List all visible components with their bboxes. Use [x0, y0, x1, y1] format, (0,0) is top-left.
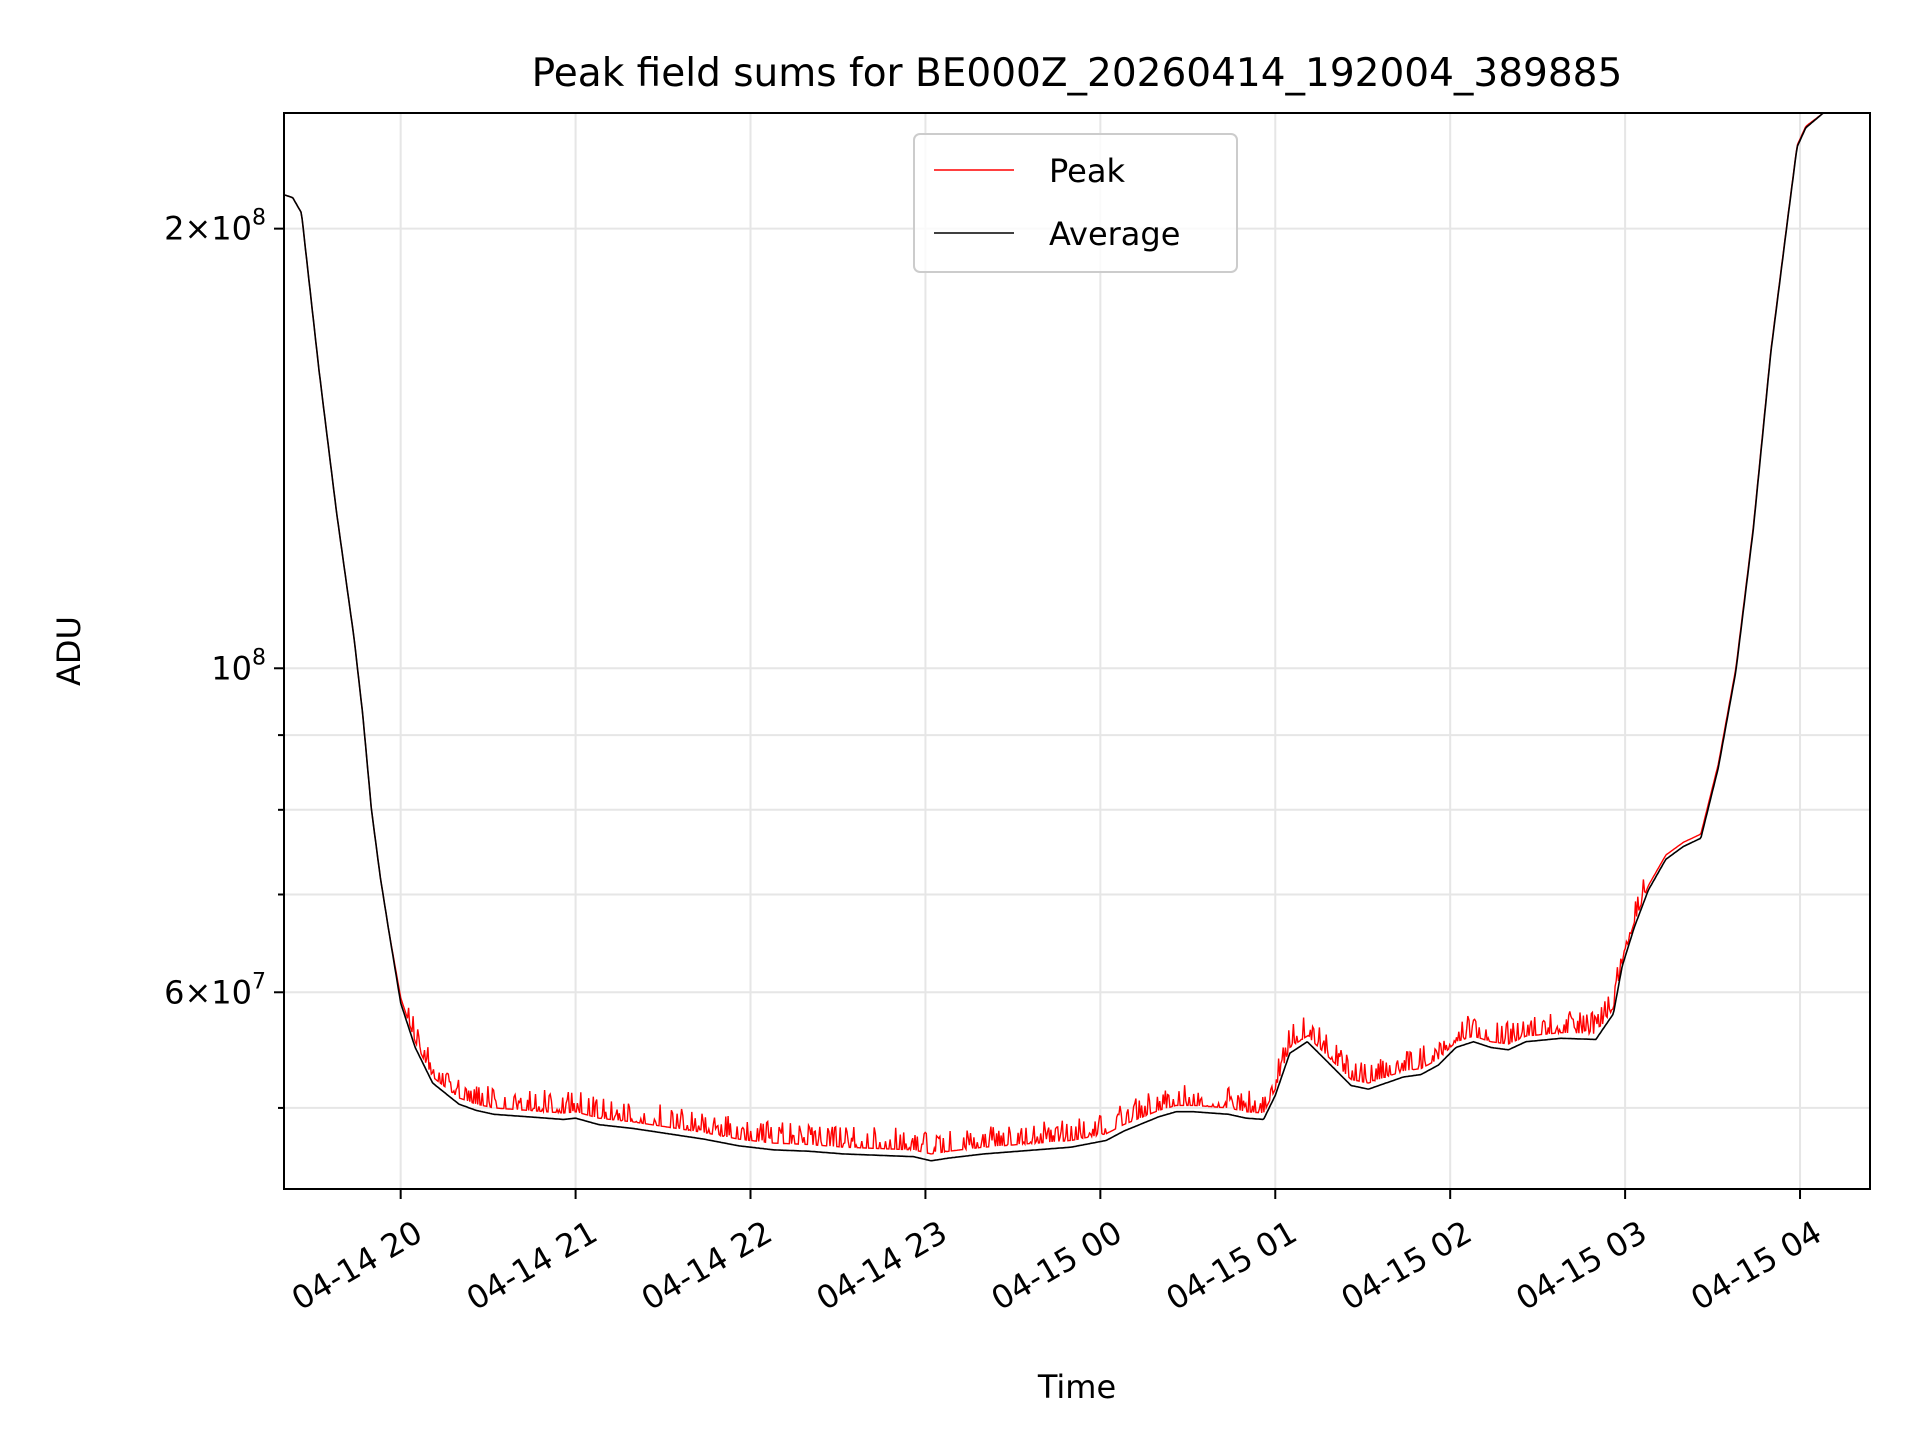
- y-tick-mantissa: 2: [164, 210, 184, 248]
- chart-title: Peak field sums for BE000Z_20260414_1920…: [532, 51, 1623, 96]
- x-axis-label: Time: [1037, 1368, 1116, 1406]
- series-line-peak: [284, 113, 1870, 1155]
- legend-box: [913, 133, 1238, 273]
- y-tick-times: ×: [184, 210, 211, 248]
- y-tick-exponent: 8: [252, 645, 266, 670]
- series-line-average: [284, 113, 1870, 1162]
- y-tick-label: 6×107: [164, 969, 266, 1011]
- y-tick-base: 10: [211, 973, 252, 1011]
- plot-area: [284, 113, 1870, 1162]
- y-tick-times: ×: [184, 973, 211, 1011]
- y-axis-label: ADU: [50, 616, 88, 686]
- y-tick-exponent: 7: [252, 969, 266, 994]
- y-tick-label: 2×108: [164, 206, 266, 248]
- y-tick-exponent: 8: [252, 206, 266, 231]
- y-tick-mantissa: 6: [164, 973, 184, 1011]
- legend-label-peak: Peak: [1049, 152, 1125, 190]
- y-tick-base: 10: [211, 210, 252, 248]
- axes-frame: [283, 112, 1871, 1190]
- legend-label-average: Average: [1049, 215, 1180, 253]
- y-tick-label: 108: [211, 645, 266, 687]
- y-tick-base: 10: [211, 649, 252, 687]
- legend: Peak Average: [913, 133, 1238, 273]
